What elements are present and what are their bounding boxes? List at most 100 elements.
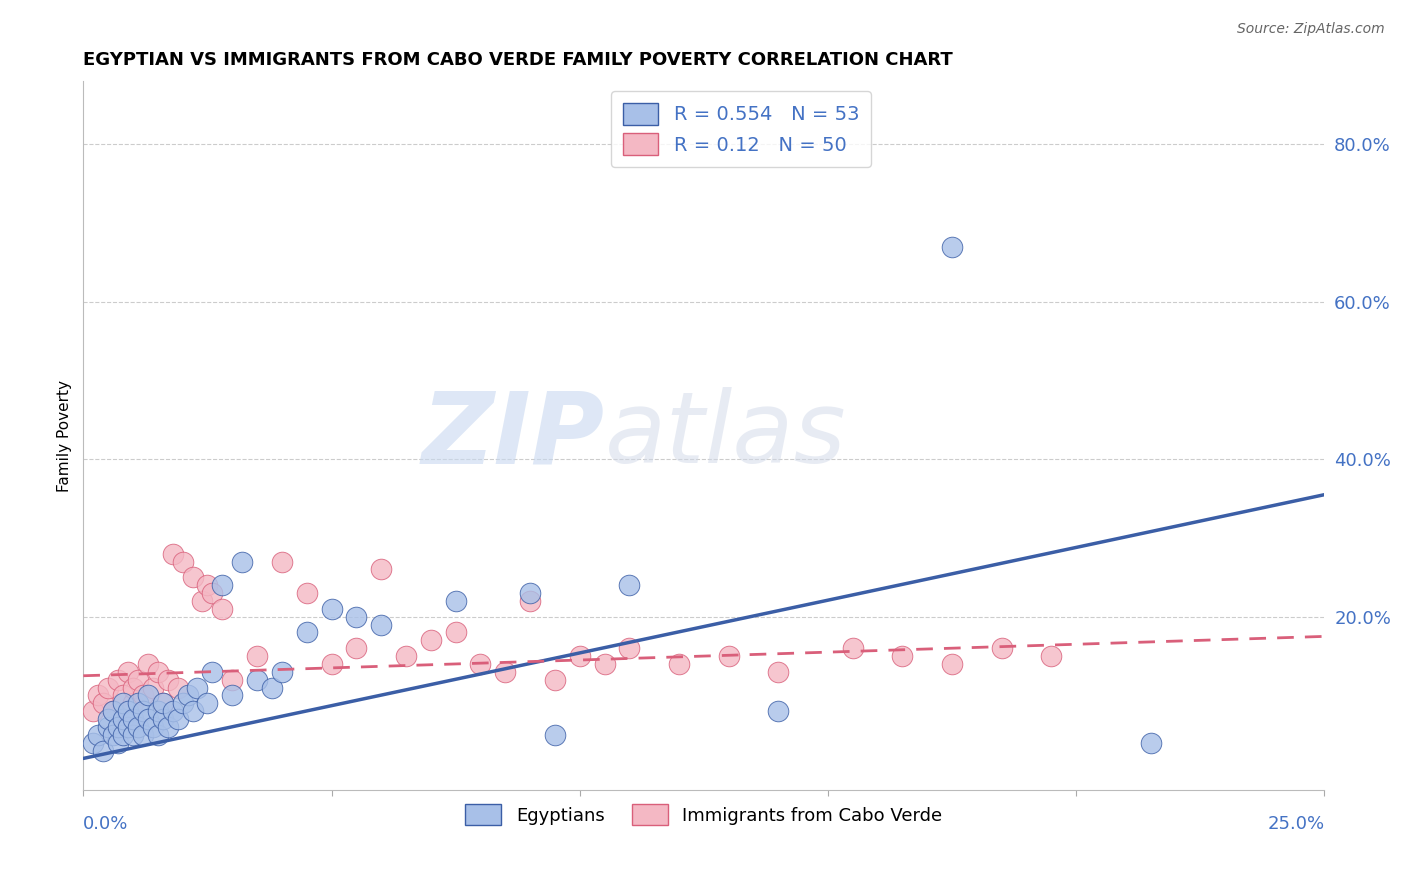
Point xyxy=(97,681,120,695)
Point xyxy=(122,696,145,710)
Point xyxy=(370,617,392,632)
Point xyxy=(221,673,243,687)
Point xyxy=(201,665,224,679)
Point xyxy=(91,696,114,710)
Point xyxy=(136,689,159,703)
Point xyxy=(568,649,591,664)
Point xyxy=(231,555,253,569)
Point xyxy=(519,594,541,608)
Point xyxy=(111,728,134,742)
Point xyxy=(941,240,963,254)
Point xyxy=(419,633,441,648)
Point xyxy=(82,736,104,750)
Point xyxy=(494,665,516,679)
Point xyxy=(197,578,219,592)
Point xyxy=(156,673,179,687)
Point xyxy=(172,555,194,569)
Point xyxy=(146,728,169,742)
Point xyxy=(470,657,492,671)
Point xyxy=(344,609,367,624)
Point xyxy=(668,657,690,671)
Point xyxy=(321,657,343,671)
Point xyxy=(593,657,616,671)
Point xyxy=(176,689,198,703)
Point xyxy=(146,665,169,679)
Point xyxy=(370,562,392,576)
Point xyxy=(162,704,184,718)
Text: Source: ZipAtlas.com: Source: ZipAtlas.com xyxy=(1237,22,1385,37)
Point xyxy=(246,673,269,687)
Point xyxy=(91,743,114,757)
Point xyxy=(246,649,269,664)
Text: 0.0%: 0.0% xyxy=(83,815,129,833)
Point xyxy=(1139,736,1161,750)
Point xyxy=(197,696,219,710)
Point xyxy=(127,696,149,710)
Text: atlas: atlas xyxy=(605,387,846,484)
Point xyxy=(156,720,179,734)
Text: ZIP: ZIP xyxy=(422,387,605,484)
Point xyxy=(270,665,292,679)
Point xyxy=(152,696,174,710)
Point xyxy=(444,625,467,640)
Point xyxy=(166,712,188,726)
Point xyxy=(132,728,155,742)
Point xyxy=(270,555,292,569)
Point xyxy=(321,602,343,616)
Point xyxy=(136,657,159,671)
Point xyxy=(87,728,110,742)
Point xyxy=(941,657,963,671)
Point xyxy=(768,704,790,718)
Point xyxy=(127,720,149,734)
Y-axis label: Family Poverty: Family Poverty xyxy=(58,380,72,491)
Point xyxy=(544,728,567,742)
Point xyxy=(146,704,169,718)
Point xyxy=(1040,649,1063,664)
Point xyxy=(191,594,214,608)
Point xyxy=(122,681,145,695)
Point xyxy=(117,665,139,679)
Point xyxy=(181,570,204,584)
Point xyxy=(717,649,740,664)
Point xyxy=(162,547,184,561)
Point xyxy=(891,649,914,664)
Point xyxy=(768,665,790,679)
Point xyxy=(172,696,194,710)
Point xyxy=(122,728,145,742)
Point xyxy=(990,641,1012,656)
Point xyxy=(619,578,641,592)
Text: EGYPTIAN VS IMMIGRANTS FROM CABO VERDE FAMILY POVERTY CORRELATION CHART: EGYPTIAN VS IMMIGRANTS FROM CABO VERDE F… xyxy=(83,51,953,69)
Point xyxy=(111,696,134,710)
Point xyxy=(117,704,139,718)
Point xyxy=(136,712,159,726)
Point xyxy=(132,704,155,718)
Point xyxy=(295,625,318,640)
Point xyxy=(444,594,467,608)
Point xyxy=(142,720,165,734)
Legend: Egyptians, Immigrants from Cabo Verde: Egyptians, Immigrants from Cabo Verde xyxy=(457,795,952,834)
Point xyxy=(519,586,541,600)
Point xyxy=(117,720,139,734)
Text: 25.0%: 25.0% xyxy=(1267,815,1324,833)
Point xyxy=(111,712,134,726)
Point xyxy=(101,728,124,742)
Point xyxy=(152,696,174,710)
Point xyxy=(344,641,367,656)
Point xyxy=(260,681,283,695)
Point xyxy=(101,704,124,718)
Point xyxy=(142,681,165,695)
Point xyxy=(221,689,243,703)
Point xyxy=(97,712,120,726)
Point xyxy=(201,586,224,600)
Point xyxy=(295,586,318,600)
Point xyxy=(211,578,233,592)
Point xyxy=(122,712,145,726)
Point xyxy=(544,673,567,687)
Point xyxy=(111,689,134,703)
Point xyxy=(395,649,418,664)
Point xyxy=(842,641,865,656)
Point xyxy=(166,681,188,695)
Point xyxy=(152,712,174,726)
Point xyxy=(211,602,233,616)
Point xyxy=(186,681,208,695)
